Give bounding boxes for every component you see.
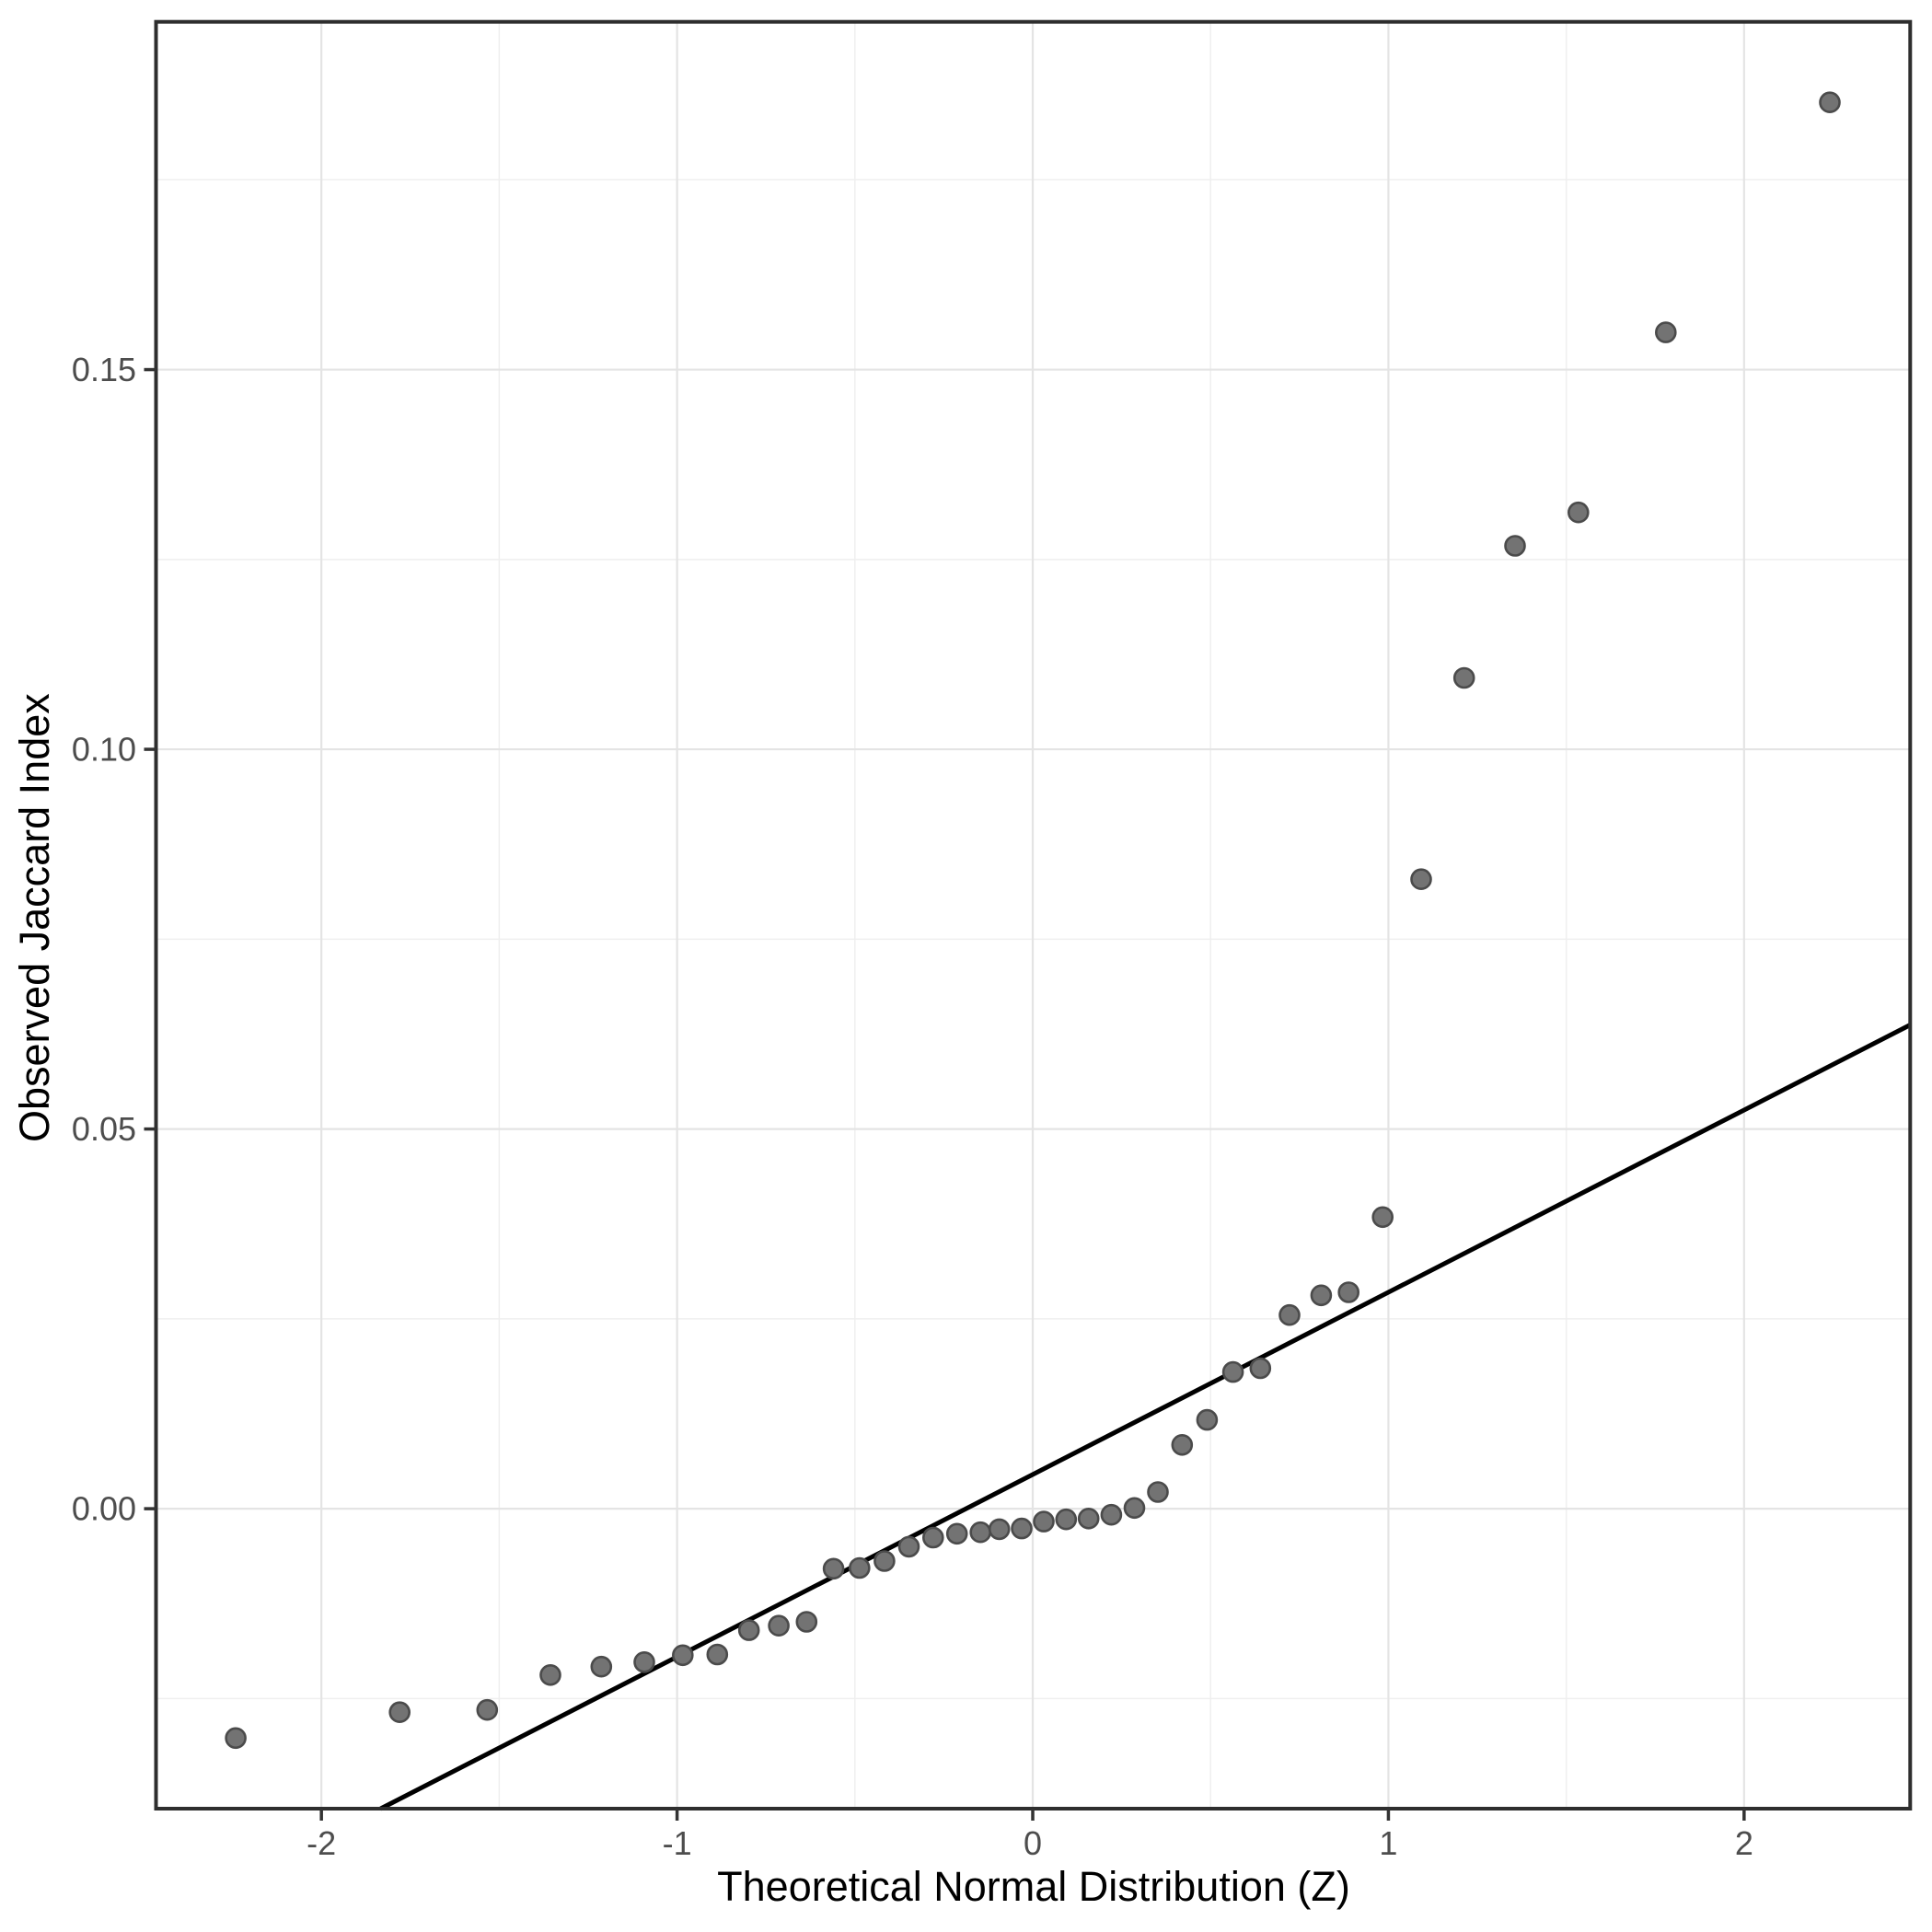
data-point xyxy=(1655,321,1677,343)
x-tick-label: 0 xyxy=(1024,1824,1042,1862)
data-point xyxy=(1077,1508,1100,1530)
data-point xyxy=(737,1619,760,1641)
data-point xyxy=(1196,1408,1219,1431)
data-points-layer xyxy=(225,91,1841,1750)
qq-reference-line xyxy=(379,1023,1912,1811)
x-tick-label: 1 xyxy=(1379,1824,1397,1862)
data-point xyxy=(1033,1510,1055,1533)
data-point xyxy=(921,1526,944,1549)
data-point xyxy=(897,1535,920,1558)
data-point xyxy=(706,1643,729,1666)
data-point xyxy=(225,1727,247,1750)
data-point xyxy=(1055,1508,1078,1531)
data-point xyxy=(539,1664,561,1686)
data-point xyxy=(969,1521,991,1544)
y-tick-label: 0.05 xyxy=(72,1110,136,1148)
data-point xyxy=(1371,1206,1394,1229)
data-point xyxy=(1410,868,1432,891)
data-point xyxy=(1100,1503,1123,1526)
data-point xyxy=(1337,1281,1359,1303)
x-tick-label: -1 xyxy=(663,1824,692,1862)
data-point xyxy=(988,1518,1011,1541)
data-point xyxy=(848,1556,871,1579)
y-tick-label: 0.15 xyxy=(72,351,136,388)
data-point xyxy=(1819,91,1841,113)
data-point xyxy=(1278,1303,1301,1326)
axis-tick-labels-layer: -2 -1 0 1 2 0.00 0.05 0.10 0.15 xyxy=(72,351,1753,1862)
data-point xyxy=(1310,1284,1333,1307)
axis-ticks-layer xyxy=(144,367,1746,1821)
data-point xyxy=(1011,1517,1033,1540)
y-axis-title: Observed Jaccard Index xyxy=(11,693,58,1142)
reference-line-layer xyxy=(379,1023,1912,1811)
data-point xyxy=(590,1655,613,1678)
data-point xyxy=(1123,1497,1146,1520)
x-tick-label: 2 xyxy=(1735,1824,1753,1862)
data-point xyxy=(1568,501,1590,524)
x-tick-label: -2 xyxy=(307,1824,336,1862)
data-point xyxy=(1171,1434,1194,1456)
data-point xyxy=(1221,1360,1244,1383)
major-gridlines xyxy=(156,21,1911,1809)
data-point xyxy=(1504,535,1526,557)
data-point xyxy=(822,1557,845,1580)
y-tick-label: 0.00 xyxy=(72,1490,136,1528)
data-point xyxy=(873,1550,896,1572)
y-tick-label: 0.10 xyxy=(72,731,136,769)
data-point xyxy=(476,1698,499,1721)
data-point xyxy=(945,1522,968,1545)
data-point xyxy=(768,1614,790,1637)
data-point xyxy=(795,1611,818,1633)
data-point xyxy=(1147,1481,1169,1503)
data-point xyxy=(1452,666,1475,689)
data-point xyxy=(633,1651,655,1673)
data-point xyxy=(388,1701,411,1723)
data-point xyxy=(1249,1357,1272,1380)
x-axis-title: Theoretical Normal Distribution (Z) xyxy=(717,1863,1350,1910)
data-point xyxy=(671,1644,694,1667)
